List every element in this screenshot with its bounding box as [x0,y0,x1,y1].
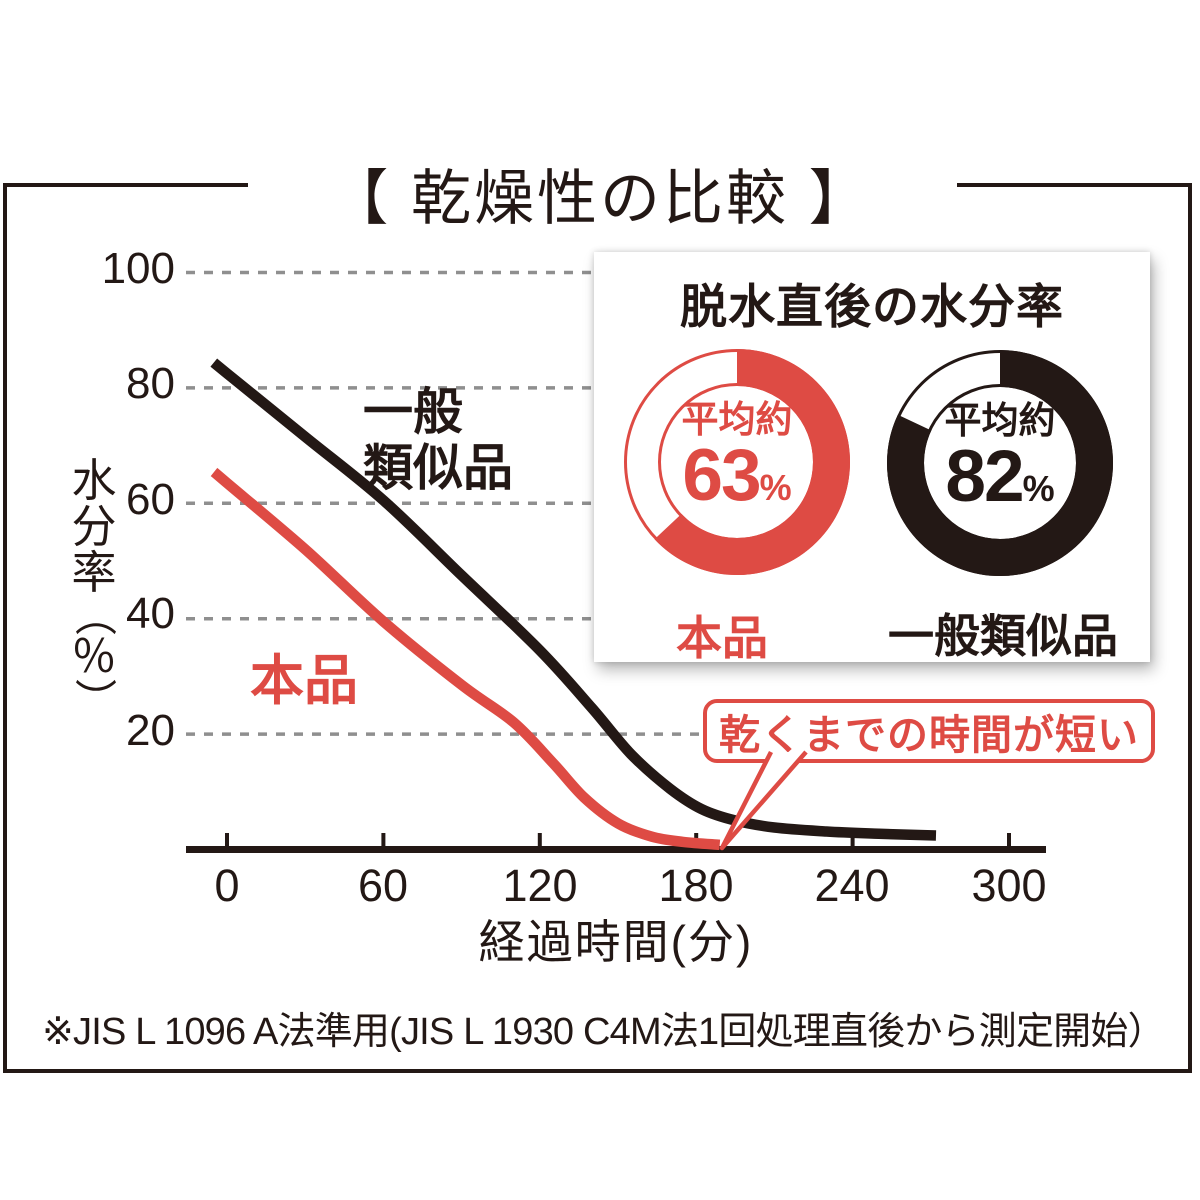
y-tick-60: 60 [126,475,175,524]
x-tick-0: 0 [214,860,240,911]
series-label-generic-line2: 類似品 [363,440,513,496]
y-axis-char: 水 [71,455,117,506]
y-axis-char: ） [71,677,118,720]
y-axis-title: 水 分 率 （ ％ ） [62,455,126,721]
frame-top-gap [248,178,957,192]
inset-title: 脱水直後の水分率 [680,280,1064,333]
series-label-generic: 一般 類似品 [363,384,513,496]
y-tick-20: 20 [126,706,175,755]
donut-label-generic: 一般類似品 [888,610,1118,662]
y-axis-char: 率 [71,547,117,598]
donut-chart-product [624,349,850,575]
y-tick-100: 100 [101,244,175,293]
donut-chart-generic [887,350,1113,576]
series-label-product: 本品 [250,651,358,711]
callout-bubble: 乾くまでの時間が短い [703,699,1155,763]
series-label-generic-line1: 一般 [363,384,463,440]
x-tick-240: 240 [814,860,890,911]
x-axis-title: 経過時間(分) [478,916,754,968]
y-tick-40: 40 [126,589,175,638]
inset-panel: 脱水直後の水分率 平均約 63% 平均約 82% 本品 一般類似品 [594,252,1150,664]
donut-label-product: 本品 [676,612,768,664]
x-tick-120: 120 [502,860,578,911]
y-axis-char: ％ [71,631,117,682]
x-tick-300: 300 [971,860,1047,911]
x-tick-60: 60 [357,860,409,911]
page-title: 【 乾燥性の比較 】 [328,165,872,232]
footnote: ※JIS L 1096 A法準用(JIS L 1930 C4M法1回処理直後から… [42,1011,1166,1053]
y-tick-80: 80 [126,359,175,408]
x-tick-180: 180 [658,860,734,911]
y-axis-char: 分 [71,501,117,552]
y-axis-char: （ [71,593,118,636]
